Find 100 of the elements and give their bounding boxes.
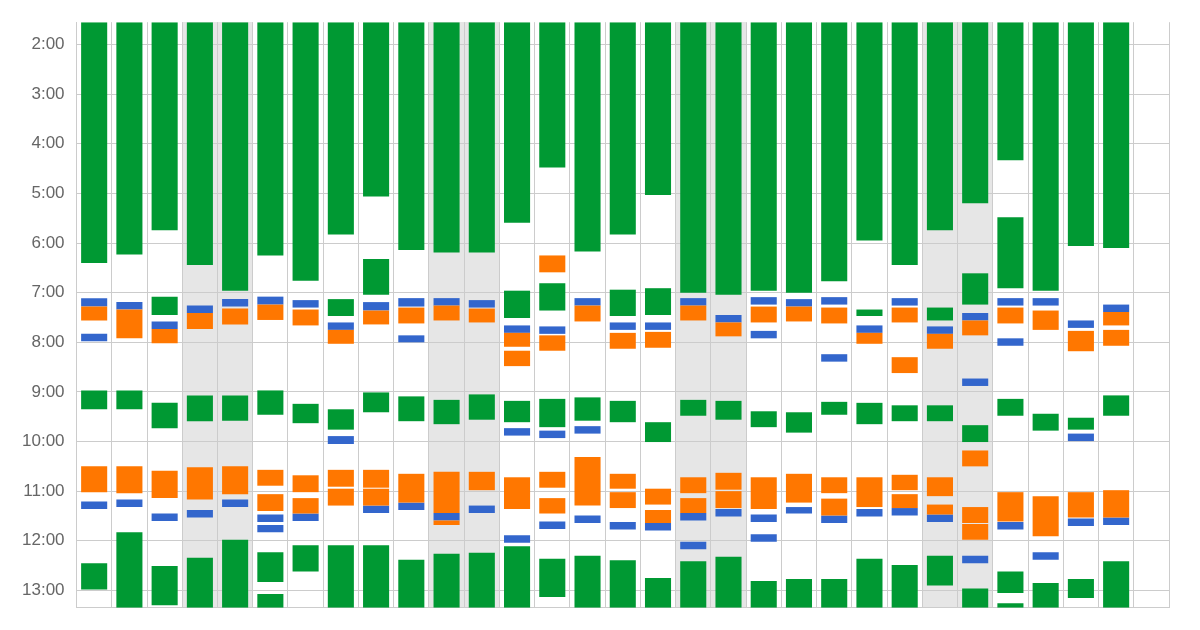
bar [891,508,918,516]
bar [609,560,636,608]
bar [926,307,953,321]
bar [1032,552,1059,560]
bar [750,477,777,510]
bar [327,469,354,487]
bar [856,309,883,316]
bar [644,578,672,608]
bar [363,22,390,197]
bar [891,357,918,374]
bar [504,400,531,423]
bar [257,390,284,415]
bar [609,322,636,330]
bar [609,521,636,530]
bar [327,22,354,235]
bar [116,309,143,339]
bar [821,354,848,362]
bar [1103,312,1130,326]
bar [891,22,918,265]
bar [891,298,918,306]
bar [785,412,813,433]
bar [468,300,495,308]
bar [151,328,178,344]
bar [222,466,249,495]
bar [785,473,813,503]
bar [468,552,495,608]
bar [186,313,213,329]
bar [821,22,848,282]
bar [644,510,672,523]
bar [327,488,354,506]
bar [327,409,354,430]
bar [926,514,953,522]
bar [574,426,601,434]
y-tick-label: 11:00 [23,480,65,500]
bar [821,297,848,305]
bar [1067,433,1094,442]
bar [363,392,390,413]
bar [609,492,636,509]
bar [1032,413,1059,431]
bar [750,306,777,323]
bar [504,477,531,510]
bar [962,313,989,321]
bar [926,477,953,497]
bar [750,581,777,608]
bar [186,510,213,518]
bar [257,22,284,256]
bar [504,535,531,543]
bar [257,296,284,305]
bar [785,299,813,307]
bar [433,399,460,425]
bar [574,515,601,523]
bar [398,473,425,503]
bar [292,22,319,281]
y-tick-label: 3:00 [31,83,65,103]
bar [81,501,108,510]
bar [539,498,566,514]
bar [116,390,143,410]
bar [926,504,953,515]
bar [468,394,495,420]
bar [821,498,848,516]
bar [574,22,601,252]
bar [398,298,425,307]
bar [1067,518,1094,526]
bar [680,305,707,321]
bar [257,524,284,533]
bar [539,335,566,351]
bar [1067,330,1094,352]
y-tick-label: 10:00 [21,431,65,451]
y-tick-label: 2:00 [31,34,65,54]
bar [539,471,566,488]
bar [292,545,319,572]
bar [1067,579,1094,598]
bar [222,395,249,421]
bar [468,308,495,323]
bar [926,555,953,586]
bar [715,315,742,323]
bar [151,513,178,521]
bar [539,430,566,439]
bar [151,470,178,499]
bar [257,469,284,486]
bar [644,288,672,315]
bar [504,22,531,223]
bar [962,273,989,305]
bar [222,308,249,325]
bar [151,402,178,429]
bar [81,563,108,590]
bar [785,507,813,514]
bar [504,290,531,318]
bar [539,558,566,597]
bar [292,513,319,521]
bar [644,331,672,348]
bar [81,466,108,493]
bar [750,297,777,305]
bar [962,378,989,386]
bar [715,400,742,420]
bar [186,22,213,265]
bar [363,505,390,514]
bar [609,400,636,423]
bar [750,22,777,291]
bar [151,296,178,315]
